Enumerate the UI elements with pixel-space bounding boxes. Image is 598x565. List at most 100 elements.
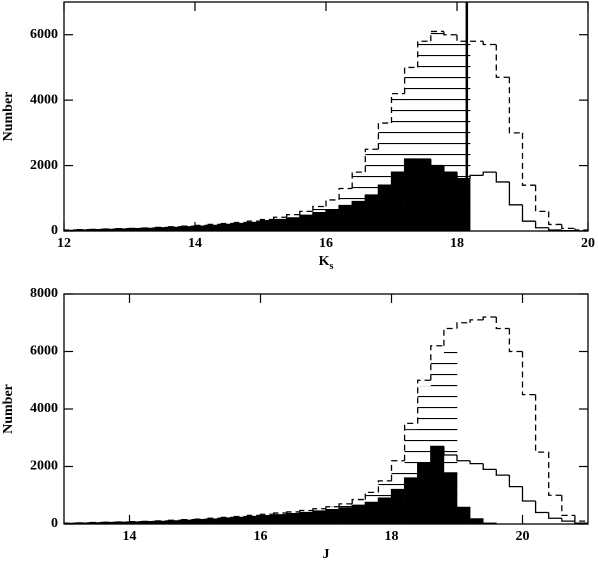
filled-bar bbox=[90, 229, 104, 231]
solid-step bbox=[521, 204, 536, 222]
filled-bar bbox=[208, 225, 222, 231]
dashed-step bbox=[561, 224, 575, 230]
filled-bar bbox=[195, 519, 209, 524]
x-tick-label: 14 bbox=[188, 236, 202, 251]
x-axis-label-subscript: s bbox=[329, 261, 333, 272]
dashed-step bbox=[351, 498, 366, 504]
filled-bar bbox=[457, 178, 471, 231]
solid-step bbox=[548, 512, 562, 519]
solid-step bbox=[272, 514, 287, 516]
solid-step bbox=[561, 518, 575, 522]
x-axis-label: Ks bbox=[319, 254, 334, 272]
filled-bar bbox=[221, 224, 235, 231]
dashed-step bbox=[364, 148, 379, 173]
filled-bar bbox=[391, 489, 405, 524]
x-tick-label: 16 bbox=[254, 529, 268, 544]
x-axis-label: J bbox=[323, 547, 330, 562]
solid-step bbox=[325, 209, 340, 213]
filled-bar bbox=[116, 522, 130, 524]
panel: 14 16 18 20 0 2000 4000 6000 8000 Number J bbox=[1, 286, 589, 562]
filled-bar bbox=[417, 463, 432, 524]
filled-bar bbox=[365, 195, 379, 231]
solid-step bbox=[390, 488, 405, 499]
dashed-step bbox=[443, 31, 457, 36]
solid-step bbox=[390, 171, 405, 186]
dashed-step bbox=[508, 328, 523, 353]
filled-bar bbox=[103, 229, 117, 231]
filled-bar bbox=[299, 215, 314, 231]
x-tick-label: 16 bbox=[319, 236, 333, 251]
solid-step bbox=[456, 455, 471, 462]
dashed-step bbox=[456, 322, 471, 329]
solid-step bbox=[299, 214, 313, 218]
solid-step bbox=[469, 460, 484, 465]
filled-bar bbox=[430, 165, 445, 231]
dashed-step bbox=[417, 40, 431, 68]
filled-bar bbox=[312, 212, 327, 231]
dashed-step bbox=[272, 512, 287, 515]
dashed-step bbox=[456, 34, 471, 42]
dashed-step bbox=[482, 316, 497, 320]
filled-bar bbox=[168, 520, 183, 524]
solid-step bbox=[548, 227, 562, 231]
x-tick-label: 20 bbox=[581, 236, 595, 251]
y-tick-label: 0 bbox=[51, 516, 58, 531]
solid-step bbox=[377, 497, 392, 503]
plot-area bbox=[64, 316, 588, 524]
solid-step bbox=[403, 158, 418, 173]
filled-bar bbox=[312, 511, 327, 524]
dashed-step bbox=[338, 187, 353, 200]
dashed-step bbox=[548, 452, 562, 496]
solid-step bbox=[259, 220, 274, 223]
filled-bar bbox=[142, 521, 156, 524]
filled-bar bbox=[326, 209, 340, 231]
dashed-step bbox=[495, 44, 510, 78]
solid-step bbox=[430, 159, 444, 167]
filled-bar bbox=[430, 446, 445, 524]
solid-step bbox=[482, 171, 497, 176]
filled-bar bbox=[260, 221, 274, 231]
dashed-step bbox=[272, 216, 287, 220]
solid-step bbox=[207, 224, 222, 227]
dashed-step bbox=[351, 171, 366, 189]
dashed-step bbox=[403, 66, 418, 94]
solid-step bbox=[430, 445, 444, 464]
dashed-step bbox=[430, 30, 444, 42]
solid-step bbox=[181, 226, 195, 228]
solid-step bbox=[207, 518, 222, 520]
solid-step bbox=[364, 501, 379, 506]
dashed-step bbox=[286, 213, 300, 218]
dashed-step bbox=[377, 480, 392, 493]
x-tick-label: 18 bbox=[450, 236, 464, 251]
solid-step bbox=[286, 217, 300, 220]
solid-step bbox=[574, 521, 588, 524]
filled-bar bbox=[155, 227, 170, 231]
y-tick-label: 6000 bbox=[30, 27, 58, 42]
dashed-step bbox=[325, 199, 340, 207]
filled-bar bbox=[404, 478, 418, 524]
plot-area bbox=[64, 30, 588, 231]
dashed-step bbox=[548, 211, 562, 226]
solid-step bbox=[299, 511, 313, 514]
solid-step bbox=[534, 501, 549, 514]
filled-bar bbox=[417, 159, 432, 231]
dashed-step bbox=[299, 210, 313, 215]
x-tick-label: 18 bbox=[385, 529, 399, 544]
y-axis-label: Number bbox=[1, 92, 16, 142]
filled-bar bbox=[155, 521, 170, 524]
solid-step bbox=[312, 510, 326, 513]
filled-bar bbox=[378, 185, 392, 231]
x-tick-label: 14 bbox=[123, 529, 137, 544]
solid-step bbox=[246, 515, 261, 518]
y-axis-label: Number bbox=[1, 384, 16, 434]
dashed-step bbox=[259, 513, 274, 516]
filled-bar bbox=[286, 217, 301, 231]
filled-bar bbox=[234, 517, 248, 524]
dashed-step bbox=[364, 491, 379, 500]
solid-step bbox=[521, 486, 536, 502]
dashed-step bbox=[430, 345, 444, 381]
solid-step bbox=[168, 520, 182, 522]
filled-bar bbox=[352, 505, 366, 524]
dashed-step bbox=[469, 319, 484, 323]
filled-bar bbox=[339, 507, 353, 524]
